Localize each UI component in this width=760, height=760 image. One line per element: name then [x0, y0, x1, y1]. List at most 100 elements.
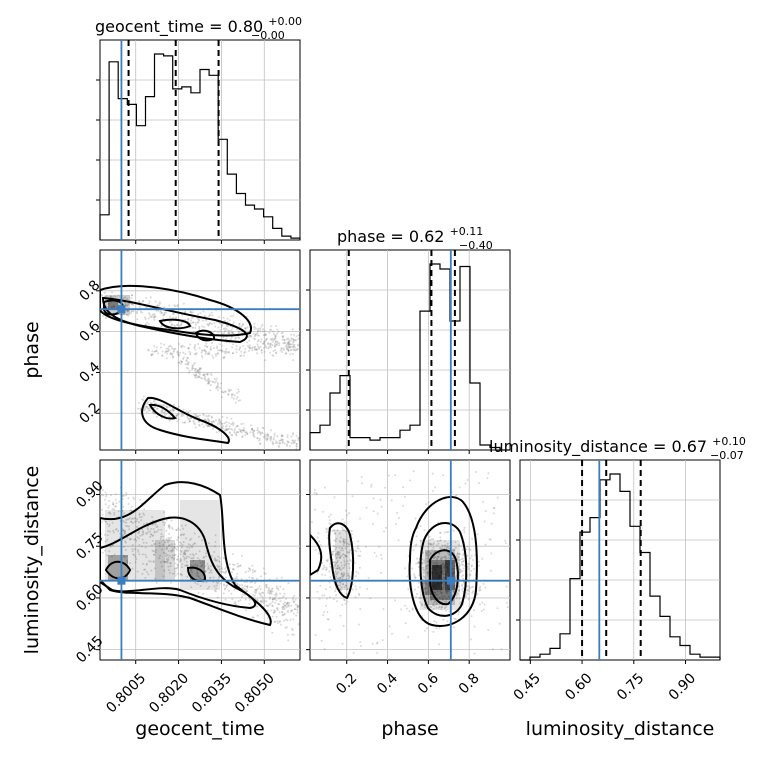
scatter-point [113, 511, 116, 514]
scatter-point [142, 533, 145, 536]
scatter-point [273, 597, 276, 600]
scatter-point [343, 529, 346, 532]
scatter-point [462, 560, 465, 563]
scatter-point [439, 558, 442, 561]
scatter-point [234, 577, 236, 580]
scatter-point [285, 603, 288, 606]
scatter-point [286, 436, 289, 439]
scatter-point [291, 432, 294, 435]
scatter-point [191, 311, 194, 314]
scatter-point [191, 557, 194, 560]
scatter-point [433, 620, 436, 623]
scatter-point [230, 329, 233, 331]
scatter-point [468, 585, 471, 588]
scatter-point [263, 435, 266, 438]
scatter-point [158, 302, 161, 305]
scatter-point [191, 326, 194, 329]
scatter-point [249, 346, 252, 349]
scatter-point [146, 528, 149, 531]
scatter-point [286, 444, 288, 447]
scatter-point [263, 342, 265, 345]
scatter-point [326, 618, 329, 621]
scatter-point [463, 581, 466, 584]
scatter-point [453, 565, 456, 568]
scatter-point [443, 576, 446, 579]
scatter-point [326, 537, 329, 539]
scatter-point [246, 433, 249, 436]
scatter-point [426, 550, 429, 553]
scatter-point [140, 519, 143, 522]
scatter-point [338, 540, 341, 543]
scatter-point [459, 568, 462, 571]
scatter-point [223, 355, 226, 358]
scatter-point [276, 328, 279, 331]
scatter-point [214, 541, 217, 543]
scatter-point [336, 567, 339, 570]
scatter-point [181, 345, 184, 347]
scatter-point [328, 628, 331, 631]
scatter-point [155, 407, 158, 410]
scatter-point [354, 585, 357, 588]
scatter-point [290, 348, 293, 351]
scatter-point [148, 409, 151, 412]
scatter-point [331, 553, 334, 556]
scatter-point [403, 495, 406, 498]
scatter-point [504, 542, 507, 544]
scatter-point [345, 593, 348, 595]
scatter-point [124, 532, 127, 535]
scatter-point [446, 567, 449, 570]
scatter-point [168, 304, 171, 307]
scatter-point [163, 404, 165, 406]
scatter-point [247, 570, 250, 573]
scatter-point [151, 523, 154, 526]
scatter-point [147, 531, 150, 534]
scatter-point [217, 349, 220, 352]
scatter-point [336, 529, 339, 532]
scatter-point [249, 431, 252, 434]
scatter-point [504, 539, 507, 542]
scatter-point [126, 518, 129, 521]
scatter-point [172, 312, 175, 315]
scatter-point [271, 600, 274, 603]
scatter-point [185, 537, 188, 540]
scatter-point [228, 319, 231, 322]
scatter-point [248, 599, 251, 601]
scatter-point [291, 338, 293, 341]
scatter-point [341, 578, 344, 580]
scatter-point [253, 429, 256, 432]
scatter-point [264, 344, 267, 347]
scatter-point [220, 426, 223, 429]
scatter-point [197, 321, 200, 324]
scatter-point [216, 330, 219, 333]
scatter-point [453, 626, 456, 629]
scatter-point [169, 555, 171, 557]
scatter-point [372, 497, 375, 500]
scatter-point [427, 560, 430, 562]
scatter-point [248, 567, 251, 570]
scatter-point [127, 497, 130, 500]
scatter-point [221, 570, 224, 573]
scatter-point [190, 311, 193, 314]
scatter-point [348, 551, 351, 554]
scatter-point [345, 538, 348, 541]
scatter-point [359, 554, 361, 557]
scatter-point [115, 498, 117, 501]
scatter-point [325, 528, 328, 531]
scatter-point [269, 439, 272, 442]
scatter-point [287, 639, 290, 642]
scatter-point [219, 322, 222, 325]
scatter-point [343, 586, 346, 589]
scatter-point [419, 597, 422, 599]
x-tick-label: 0.8020 [146, 670, 192, 716]
scatter-point [228, 350, 230, 353]
scatter-point [196, 583, 199, 585]
scatter-point [283, 338, 286, 341]
scatter-point [441, 597, 444, 600]
scatter-point [261, 596, 264, 598]
scatter-point [469, 548, 472, 551]
scatter-point [214, 558, 216, 561]
scatter-point [239, 599, 242, 602]
scatter-point [224, 327, 227, 330]
scatter-point [471, 537, 473, 540]
scatter-point [469, 638, 472, 641]
